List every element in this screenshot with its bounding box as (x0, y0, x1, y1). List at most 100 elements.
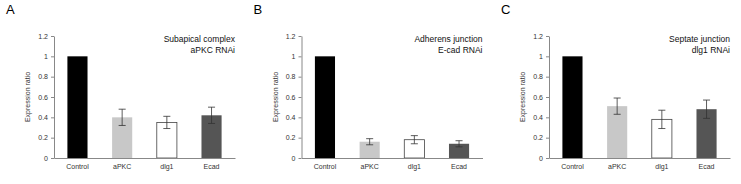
tick-mark (299, 117, 302, 118)
error-bar-line (414, 136, 415, 144)
tick-label: 0.4 (38, 114, 48, 121)
y-axis-title: Expression ratio (24, 72, 32, 122)
error-bar (456, 141, 463, 147)
bar (315, 56, 335, 158)
tick-mark (51, 77, 54, 78)
error-bar (119, 109, 126, 125)
error-bar-line (703, 118, 710, 119)
tick-label: 1.2 (533, 33, 543, 40)
y-axis: 00.20.40.60.811.2 (533, 33, 549, 162)
tick-mark (546, 77, 549, 78)
bar (607, 106, 627, 158)
tick: 0.2 (286, 134, 302, 141)
tick-mark (546, 36, 549, 37)
tick-label: 1 (292, 53, 296, 60)
error-bar-line (163, 116, 170, 117)
tick: 1.2 (38, 33, 54, 40)
tick-label: aPKC (113, 163, 131, 170)
tick-mark (51, 56, 54, 57)
plot: 00.20.40.60.811.2ControlaPKCdlg1EcadAdhe… (286, 33, 483, 171)
tick: 1.2 (533, 33, 549, 40)
panel-title: C (501, 2, 510, 17)
panel-title: B (254, 2, 263, 17)
tick-label: 0.6 (533, 94, 543, 101)
tick-label: dlg1 (160, 163, 173, 171)
tick-label: 1.2 (286, 33, 296, 40)
tick-mark (51, 117, 54, 118)
tick-mark (299, 97, 302, 98)
tick: 0.8 (533, 73, 549, 80)
tick-label: aPKC (608, 163, 626, 170)
annotation: Adherens junction (414, 34, 482, 44)
axis-line (550, 158, 731, 159)
panel-title: A (6, 2, 15, 17)
bars (562, 56, 716, 158)
error-bar-line (166, 116, 167, 128)
bars (315, 56, 469, 158)
tick: Control (561, 158, 584, 170)
panel: A00.20.40.60.811.2ControlaPKCdlg1EcadSub… (6, 2, 236, 171)
error-bar-line (703, 100, 710, 101)
tick: aPKC (113, 158, 131, 170)
tick: 0.8 (38, 73, 54, 80)
tick-mark (51, 158, 54, 159)
tick: Ecad (699, 158, 715, 170)
error-bar-line (163, 128, 170, 129)
tick-mark (546, 117, 549, 118)
axis-line (55, 158, 236, 159)
tick-label: 0.2 (533, 134, 543, 141)
error-bar-line (658, 110, 665, 111)
annotation: Subapical complex (164, 34, 236, 44)
bar (562, 56, 582, 158)
tick: 0 (539, 155, 549, 162)
tick-mark (299, 77, 302, 78)
panel: C00.20.40.60.811.2ControlaPKCdlg1EcadSep… (501, 2, 731, 171)
tick: 0.6 (286, 94, 302, 101)
tick-label: Control (314, 163, 337, 170)
tick: 0.8 (286, 73, 302, 80)
error-bar-line (661, 110, 662, 128)
tick-mark (51, 36, 54, 37)
tick: 0 (292, 155, 302, 162)
axis-line (302, 37, 303, 159)
tick: aPKC (608, 158, 626, 170)
tick-label: 0 (539, 155, 543, 162)
tick-label: 0.6 (286, 94, 296, 101)
error-bar-line (208, 123, 215, 124)
error-bar-line (617, 98, 618, 114)
tick-label: Ecad (699, 163, 715, 170)
tick: 0.2 (38, 134, 54, 141)
tick-label: Control (66, 163, 89, 170)
error-bar (703, 100, 710, 118)
error-bar-line (456, 146, 463, 147)
tick: aPKC (361, 158, 379, 170)
tick-mark (51, 97, 54, 98)
tick: 1.2 (286, 33, 302, 40)
tick: dlg1 (408, 158, 421, 171)
y-axis: 0 0.2 0.4 0.6 0.8 1 1.2 (286, 33, 302, 162)
error-bar-line (119, 109, 126, 110)
tick-label: 0 (292, 155, 296, 162)
tick-label: 0.4 (533, 114, 543, 121)
tick-mark (546, 97, 549, 98)
error-bar-line (366, 144, 373, 145)
error-bar-line (456, 140, 463, 141)
tick: 0.4 (286, 114, 302, 121)
tick-mark (546, 158, 549, 159)
error-bar-line (658, 128, 665, 129)
error-bar-line (614, 114, 621, 115)
tick-label: dlg1 (655, 163, 668, 171)
annotation: Septate junction (669, 34, 730, 44)
plot: 00.20.40.60.811.2ControlaPKCdlg1EcadSept… (533, 33, 730, 171)
tick-label: 0.2 (38, 134, 48, 141)
tick-mark (299, 36, 302, 37)
annotation: aPKC RNAi (191, 45, 236, 55)
tick-label: Control (561, 163, 584, 170)
tick: 0.4 (38, 114, 54, 121)
tick: 0.4 (533, 114, 549, 121)
bars (67, 56, 221, 158)
tick-label: dlg1 (408, 163, 421, 171)
tick: 1 (292, 53, 302, 60)
tick-mark (299, 138, 302, 139)
error-bar-line (614, 98, 621, 99)
